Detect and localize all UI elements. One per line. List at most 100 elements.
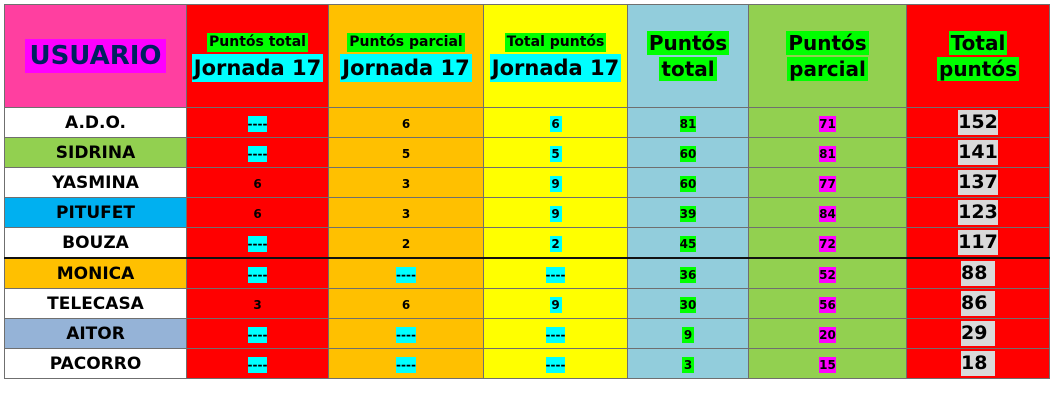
- puntos-parcial-value: 56: [819, 297, 836, 313]
- total-puntos-jornada-cell: 2: [483, 227, 628, 259]
- puntos-total-jornada-cell: ----: [186, 318, 329, 349]
- puntos-parcial-value: 72: [819, 236, 836, 252]
- user-name: YASMINA: [52, 172, 139, 193]
- puntos-total-jornada-value: 6: [253, 177, 262, 191]
- puntos-total-jornada-value: 6: [253, 207, 262, 221]
- puntos-total-value: 60: [679, 176, 697, 192]
- puntos-total-jornada-cell: ----: [186, 227, 329, 259]
- header-row: USUARIO Puntós total Jornada 17 Puntós p…: [4, 4, 1050, 108]
- header-usuario: USUARIO: [4, 4, 187, 108]
- user-name: SIDRINA: [55, 142, 136, 163]
- total-puntos-value: 117: [958, 230, 998, 255]
- header-puntos-total-line1: Puntós: [646, 31, 730, 55]
- user-cell: AITOR: [4, 318, 187, 349]
- total-puntos-value: 152: [958, 110, 998, 135]
- puntos-total-cell: 30: [627, 288, 749, 319]
- puntos-parcial-jornada-cell: ----: [328, 257, 484, 289]
- total-puntos-cell: 123: [906, 197, 1050, 228]
- puntos-total-jornada-value: 3: [253, 298, 262, 312]
- table-row: TELECASA 3 6 9 30 56 86: [4, 288, 1050, 319]
- user-name: PACORRO: [49, 353, 142, 374]
- total-puntos-jornada-cell: ----: [483, 318, 628, 349]
- puntos-parcial-jornada-value: 6: [401, 298, 411, 312]
- user-cell: SIDRINA: [4, 137, 187, 168]
- header-puntos-total-line2: total: [659, 57, 717, 81]
- puntos-parcial-jornada-cell: 3: [328, 197, 484, 228]
- total-puntos-value: 86: [961, 291, 995, 316]
- total-puntos-value: 29: [961, 321, 995, 346]
- puntos-total-value: 81: [679, 116, 697, 132]
- total-puntos-cell: 88: [906, 257, 1050, 289]
- total-puntos-jornada-cell: 9: [483, 288, 628, 319]
- header-puntos-parcial-jornada-line2: Jornada 17: [340, 53, 472, 82]
- table-row: MONICA ---- ---- ---- 36 52 88: [4, 257, 1050, 289]
- puntos-parcial-jornada-cell: 5: [328, 137, 484, 168]
- total-puntos-jornada-value: ----: [545, 357, 566, 373]
- puntos-parcial-cell: 15: [748, 348, 907, 379]
- total-puntos-value: 18: [961, 351, 995, 376]
- puntos-total-value: 9: [682, 327, 694, 343]
- user-cell: YASMINA: [4, 167, 187, 198]
- header-puntos-parcial-jornada-line1: Puntós parcial: [347, 32, 465, 52]
- header-puntos-parcial: Puntós parcial: [748, 4, 907, 108]
- total-puntos-jornada-value: ----: [545, 327, 566, 343]
- header-total-puntos-jornada: Total puntós Jornada 17: [483, 4, 628, 108]
- puntos-parcial-cell: 81: [748, 137, 907, 168]
- puntos-total-jornada-cell: ----: [186, 257, 329, 289]
- puntos-parcial-cell: 20: [748, 318, 907, 349]
- user-cell: MONICA: [4, 257, 187, 289]
- puntos-total-cell: 60: [627, 137, 749, 168]
- puntos-parcial-jornada-cell: 2: [328, 227, 484, 259]
- puntos-parcial-value: 81: [819, 146, 836, 162]
- puntos-total-cell: 9: [627, 318, 749, 349]
- user-cell: BOUZA: [4, 227, 187, 259]
- puntos-parcial-cell: 52: [748, 257, 907, 289]
- header-puntos-total-jornada-line1: Puntós total: [207, 32, 308, 52]
- header-usuario-label: USUARIO: [25, 39, 166, 73]
- puntos-parcial-value: 77: [819, 176, 836, 192]
- puntos-total-jornada-value: ----: [247, 116, 268, 132]
- user-name: AITOR: [66, 323, 125, 344]
- table-row: A.D.O. ---- 6 6 81 71 152: [4, 107, 1050, 138]
- puntos-parcial-cell: 56: [748, 288, 907, 319]
- user-cell: PACORRO: [4, 348, 187, 379]
- table-row: PACORRO ---- ---- ---- 3 15 18: [4, 348, 1050, 379]
- user-cell: PITUFET: [4, 197, 187, 228]
- puntos-total-value: 39: [679, 206, 697, 222]
- puntos-parcial-value: 52: [819, 267, 836, 283]
- user-name: PITUFET: [55, 202, 135, 223]
- total-puntos-cell: 141: [906, 137, 1050, 168]
- user-name: BOUZA: [62, 232, 129, 253]
- total-puntos-cell: 18: [906, 348, 1050, 379]
- puntos-parcial-jornada-value: 6: [401, 117, 411, 131]
- puntos-parcial-cell: 71: [748, 107, 907, 138]
- puntos-parcial-jornada-value: 3: [401, 177, 411, 191]
- puntos-total-value: 60: [679, 146, 697, 162]
- puntos-total-cell: 39: [627, 197, 749, 228]
- puntos-parcial-jornada-cell: 3: [328, 167, 484, 198]
- puntos-total-cell: 3: [627, 348, 749, 379]
- puntos-total-cell: 81: [627, 107, 749, 138]
- puntos-total-jornada-cell: 6: [186, 167, 329, 198]
- user-cell: A.D.O.: [4, 107, 187, 138]
- puntos-total-jornada-cell: 6: [186, 197, 329, 228]
- puntos-parcial-jornada-value: 3: [401, 207, 411, 221]
- header-total-puntos-jornada-line2: Jornada 17: [489, 53, 622, 82]
- header-total-puntos-line1: Total: [948, 31, 1008, 55]
- puntos-parcial-cell: 72: [748, 227, 907, 259]
- total-puntos-value: 88: [961, 261, 995, 286]
- total-puntos-value: 137: [958, 170, 998, 195]
- header-total-puntos-line2: puntós: [937, 57, 1019, 81]
- total-puntos-cell: 29: [906, 318, 1050, 349]
- table-row: YASMINA 6 3 9 60 77 137: [4, 167, 1050, 198]
- puntos-parcial-cell: 84: [748, 197, 907, 228]
- header-total-puntos: Total puntós: [906, 4, 1050, 108]
- total-puntos-value: 141: [958, 140, 998, 165]
- total-puntos-jornada-cell: ----: [483, 257, 628, 289]
- puntos-total-jornada-value: ----: [247, 267, 268, 283]
- total-puntos-jornada-value: 6: [549, 116, 562, 132]
- total-puntos-jornada-value: 9: [549, 176, 562, 192]
- total-puntos-jornada-value: 2: [549, 236, 562, 252]
- total-puntos-cell: 152: [906, 107, 1050, 138]
- puntos-parcial-value: 15: [819, 357, 836, 373]
